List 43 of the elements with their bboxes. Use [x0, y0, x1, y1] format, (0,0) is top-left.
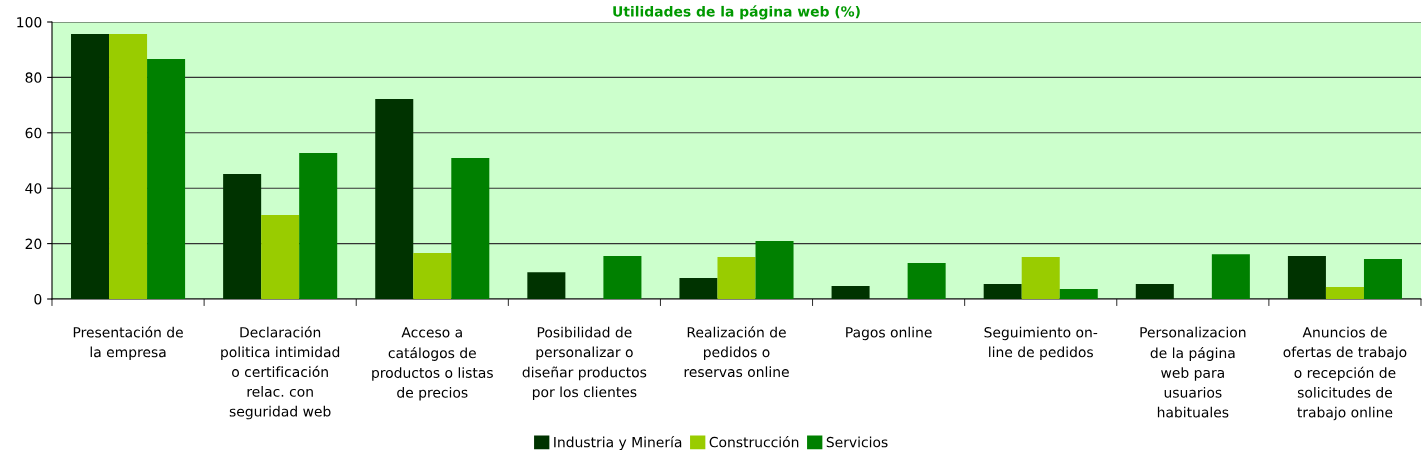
- bar: [1363, 259, 1402, 299]
- x-tick-label: Anuncios de ofertas de trabajo o recepción de solicitudes de trabajo online: [1283, 326, 1407, 421]
- x-tick-label: Personalizacion de la página web para usuarios habituales: [1140, 326, 1246, 418]
- bar: [907, 262, 946, 299]
- bar: [1059, 289, 1098, 299]
- bar: [1135, 284, 1174, 299]
- bar: [299, 153, 338, 299]
- bar: [1211, 254, 1250, 299]
- y-tick-label: 60: [25, 127, 42, 139]
- bar: [71, 33, 110, 299]
- y-tick-label: 0: [34, 293, 42, 305]
- bar: [717, 256, 756, 299]
- bar: [109, 33, 148, 299]
- bar: [147, 59, 186, 299]
- bar: [527, 272, 566, 299]
- x-tick-label: Acceso a catálogos de productos o listas de precios: [372, 327, 493, 401]
- y-tick-label: 100: [17, 16, 42, 28]
- bar: [1287, 256, 1326, 299]
- legend-label: Construcción: [709, 436, 799, 448]
- y-tick-label: 80: [25, 72, 42, 83]
- bar: [223, 174, 262, 299]
- x-tick-label: Declaración politica intimidad o certificación relac. con seguridad web: [221, 326, 340, 420]
- legend-label: Industria y Minería: [554, 436, 682, 451]
- bar: [413, 253, 452, 299]
- bar: [1325, 287, 1364, 299]
- x-tick-label: Seguimiento on- line de pedidos: [984, 326, 1098, 360]
- bar: [1021, 256, 1060, 299]
- bar: [451, 158, 490, 299]
- y-tick-label: 20: [25, 238, 42, 250]
- bar: [983, 284, 1022, 299]
- legend-label: Servicios: [826, 436, 888, 448]
- chart-title: Utilidades de la página web (%): [613, 5, 860, 20]
- bar: [261, 215, 300, 299]
- x-tick-label: Pagos online: [846, 326, 932, 341]
- y-tick-label: 40: [25, 183, 42, 194]
- x-tick-label: Posibilidad de personalizar o diseñar productos por los clientes: [522, 326, 647, 400]
- x-tick-label: Realización de pedidos o reservas online: [684, 326, 789, 378]
- bar: [603, 256, 642, 299]
- bar: [831, 285, 870, 299]
- bar: [755, 241, 794, 299]
- bar: [679, 277, 718, 299]
- bar: [375, 99, 414, 299]
- x-tick-label: Presentación de la empresa: [73, 326, 183, 360]
